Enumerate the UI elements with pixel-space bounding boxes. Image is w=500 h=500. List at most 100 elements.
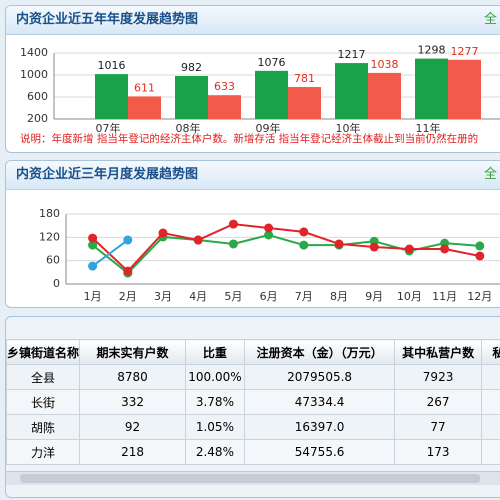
point	[158, 228, 168, 238]
x-tick-label: 10月	[397, 290, 422, 303]
bar	[255, 70, 288, 119]
yearly-panel: 内资企业近五年年度发展趋势图 全 200 600 1000 1400 07年 1016 611…	[5, 5, 500, 153]
y-tick-label: 200	[27, 112, 48, 125]
value-label: 982	[181, 61, 202, 74]
y-tick-label: 600	[27, 90, 48, 103]
value-label: 1277	[451, 45, 479, 58]
cell: 2079505.8	[243, 364, 396, 390]
cell: 8780	[79, 364, 187, 390]
value-label: 1016	[98, 59, 126, 72]
point	[404, 244, 414, 254]
cell: 1.05%	[185, 414, 245, 440]
value-label: 611	[134, 81, 155, 94]
row: 力洋 218 2.48% 54755.6 173	[6, 439, 500, 465]
line	[91, 223, 480, 273]
title: 内资企业近五年年度发展趋势图	[16, 12, 199, 27]
y-tick-label: 1000	[20, 68, 48, 81]
point	[299, 227, 309, 237]
header-cell: 其中私营户数	[394, 339, 482, 365]
x-tick-label: 08年	[176, 121, 201, 135]
bar	[368, 72, 401, 119]
point	[369, 242, 379, 252]
value-label: 1038	[371, 58, 399, 71]
header-cell: 私	[480, 339, 500, 365]
point	[123, 266, 133, 276]
value-label: 781	[294, 72, 315, 85]
header-cell: 比重	[185, 339, 245, 365]
value-label: 1298	[418, 44, 446, 57]
row: 全县 8780 100.00% 2079505.8 7923	[6, 364, 500, 390]
title: 内资企业近三年月度发展趋势图	[16, 167, 199, 182]
line	[92, 239, 129, 267]
scrollbar[interactable]	[6, 471, 500, 485]
cell	[480, 364, 500, 390]
cell: 54755.6	[243, 439, 396, 465]
header-cell: 注册资本（金）（万元）	[243, 339, 396, 365]
value-label: 633	[214, 80, 235, 93]
x-tick-label: 8月	[330, 290, 348, 303]
x-tick-label: 2月	[119, 290, 137, 303]
line	[91, 233, 480, 275]
cell: 力洋	[6, 439, 81, 465]
point	[475, 251, 485, 261]
bar-chart: 200 600 1000 1400 07年 1016 611 08年 982 633 09年 1076…	[20, 44, 500, 145]
point	[88, 240, 98, 250]
x-tick-label: 6月	[260, 290, 278, 303]
line-chart: 0 60 120 180 1月 2月 3月 4月 5月 6月 7月 8月 9月 10月 11月 12月	[39, 207, 500, 303]
bar	[208, 95, 241, 119]
row: 胡陈 92 1.05% 16397.0 77	[6, 414, 500, 440]
x-tick-label: 10年	[336, 121, 361, 135]
bar	[128, 96, 161, 119]
y-tick-label: 60	[46, 254, 60, 267]
point	[264, 223, 274, 233]
panel-title: 内资企业近三年月度发展趋势图 全	[6, 161, 500, 190]
x-tick-label: 4月	[189, 290, 207, 303]
value-label: 1076	[258, 56, 286, 69]
cell: 92	[79, 414, 187, 440]
header-cell: 乡镇街道名称	[6, 339, 81, 365]
bar	[288, 87, 321, 119]
bar	[335, 63, 368, 119]
button[interactable]: 全	[484, 167, 498, 182]
note: 说明：年度新增 指当年登记的经济主体户数。新增存活 指当年登记经济主体截止到当前…	[20, 132, 478, 145]
point	[123, 235, 133, 245]
y-tick-label: 0	[53, 277, 60, 290]
x-tick-label: 12月	[467, 290, 492, 303]
point	[440, 244, 450, 254]
point	[193, 235, 203, 245]
cell: 16397.0	[243, 414, 396, 440]
scroll-thumb[interactable]	[20, 474, 480, 483]
cell: 173	[394, 439, 482, 465]
point	[299, 240, 309, 250]
point	[264, 230, 274, 240]
bar	[415, 58, 448, 119]
point	[334, 239, 344, 249]
cell: 332	[79, 389, 187, 415]
cell: 全县	[6, 364, 81, 390]
x-tick-label: 9月	[365, 290, 383, 303]
x-tick-label: 1月	[84, 290, 102, 303]
table: 乡镇街道名称期末实有户数比重注册资本（金）（万元）其中私营户数私全县878010…	[6, 339, 500, 465]
x-tick-label: 07年	[96, 121, 121, 135]
x-tick-label: 7月	[295, 290, 313, 303]
point	[475, 241, 485, 251]
cell	[480, 389, 500, 415]
bar	[175, 75, 208, 119]
cell: 长街	[6, 389, 81, 415]
y-tick-label: 1400	[20, 46, 48, 59]
x-tick-label: 5月	[224, 290, 242, 303]
row: 长街 332 3.78% 47334.4 267	[6, 389, 500, 415]
bar	[95, 74, 128, 119]
cell: 77	[394, 414, 482, 440]
cell: 7923	[394, 364, 482, 390]
monthly-panel: 内资企业近三年月度发展趋势图 全 0 60 120 180 1月 2月 3月 4月 5月 6月 7月 8…	[5, 160, 500, 308]
point	[228, 239, 238, 249]
button[interactable]: 全	[484, 12, 498, 27]
cell: 胡陈	[6, 414, 81, 440]
point	[88, 261, 98, 271]
cell	[480, 414, 500, 440]
cell: 47334.4	[243, 389, 396, 415]
panel-title: 内资企业近五年年度发展趋势图 全	[6, 6, 500, 35]
x-tick-label: 3月	[154, 290, 172, 303]
